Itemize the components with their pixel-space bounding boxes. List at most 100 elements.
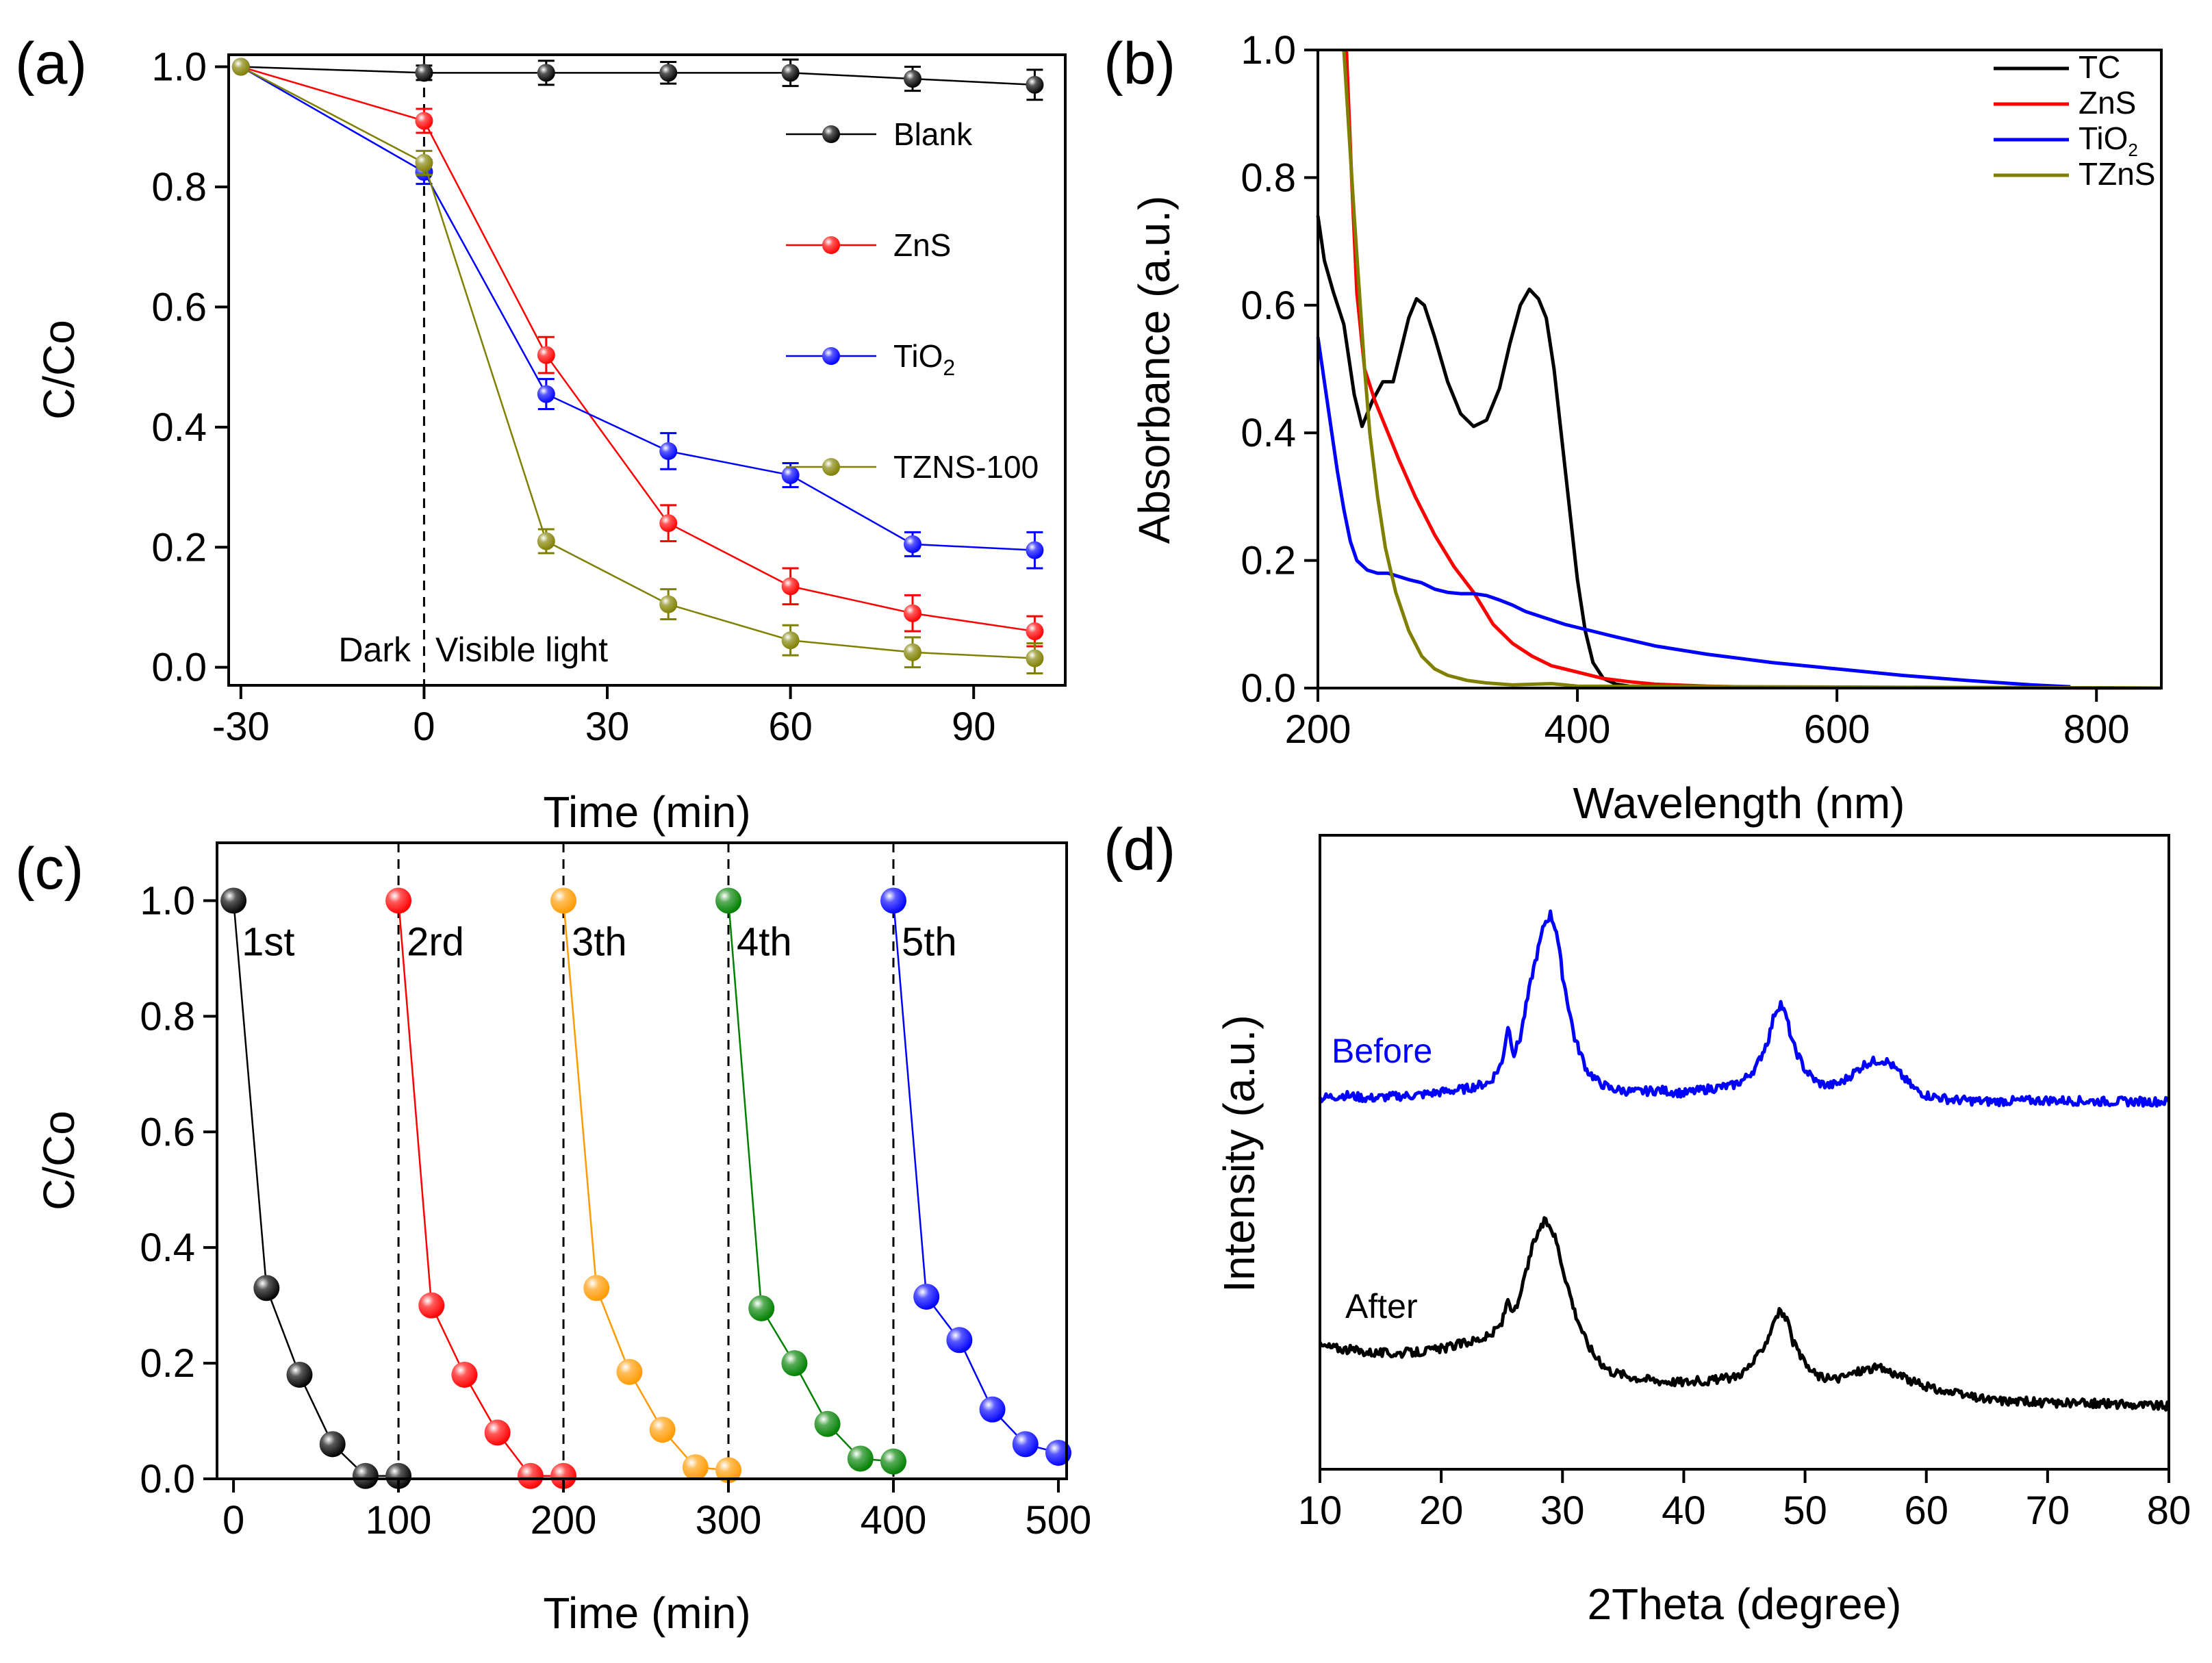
cycle-point-4th [814, 1410, 841, 1437]
panel-c-frame [216, 841, 1068, 1480]
panel-d-frame [1319, 834, 2170, 1471]
cycle-point-5th [1045, 1439, 1071, 1466]
panel-a-y-tick-label: 0.6 [151, 285, 207, 329]
data-point-tio2 [537, 385, 555, 403]
panel-b-frame [1317, 49, 2163, 689]
panel-b-x-axis-label: Wavelength (nm) [1573, 778, 1905, 828]
legend-label-zns: ZnS [2078, 85, 2136, 120]
panel-d-x-tick-label: 40 [1662, 1488, 1706, 1533]
legend-label-tzns: TZnS [2078, 156, 2155, 192]
legend-marker-zns [822, 236, 840, 254]
panel-c-x-tick-label: 500 [1026, 1498, 1092, 1543]
xrd-pattern-after [1318, 1216, 2171, 1412]
cycle-point-1st [253, 1275, 280, 1302]
annotation-dark: Dark [338, 631, 411, 669]
series-label-after: After [1345, 1287, 1418, 1325]
data-point-tzns-100 [415, 153, 433, 172]
panel-b-y-tick-label: 0.8 [1241, 155, 1296, 200]
cycle-line-3th [562, 900, 729, 1471]
panel-a-x-tick-label: 30 [585, 704, 630, 749]
panel-a-y-tick-label: 1.0 [151, 45, 207, 90]
panel-b-y-tick-label: 1.0 [1241, 28, 1296, 73]
cycle-point-1st [352, 1462, 379, 1489]
panel-d-x-tick-label: 60 [1904, 1488, 1948, 1533]
cycle-point-5th [979, 1396, 1006, 1423]
panel-c-y-tick-label: 0.8 [140, 994, 195, 1039]
cycle-point-3th [715, 1457, 742, 1484]
cycle-point-2rd [451, 1361, 478, 1388]
panel-d-x-tick-label: 10 [1298, 1488, 1343, 1533]
cycle-point-4th [748, 1295, 775, 1321]
cycle-point-1st [319, 1431, 346, 1458]
panel-a-x-tick-label: 0 [413, 704, 435, 749]
panel-a-frame [227, 53, 1067, 687]
legend-marker-blank [822, 125, 840, 143]
data-point-blank [415, 64, 433, 82]
data-point-tio2 [659, 442, 678, 460]
cycle-point-3th [583, 1275, 610, 1302]
panel-d-x-tick-label: 50 [1783, 1488, 1827, 1533]
panel-b-y-tick-label: 0.6 [1241, 283, 1296, 328]
data-point-zns [904, 604, 922, 622]
cycle-point-2rd [418, 1292, 445, 1319]
panel-a-y-axis-label: C/Co [34, 320, 84, 420]
cycle-point-2rd [550, 1462, 577, 1489]
cycle-point-5th [880, 887, 906, 914]
panel-d-x-tick-label: 80 [2147, 1488, 2191, 1533]
panel-b-series [1316, 49, 2162, 690]
panel-a-legend: Blank ZnS TiO2 TZNS-100 [786, 116, 1039, 485]
legend-label-tio2: TiO2 [2078, 120, 2138, 160]
legend-label-tc: TC [2078, 49, 2120, 85]
data-point-zns [781, 577, 800, 596]
panel-c-y-tick-label: 0.0 [140, 1457, 195, 1501]
data-point-blank [1026, 75, 1044, 94]
cycle-point-2rd [385, 887, 412, 914]
cycle-line-1st [232, 900, 399, 1477]
cycle-point-1st [385, 1462, 412, 1489]
panel-b-x-tick-label: 800 [2063, 707, 2130, 752]
panel-d-ticks: 10 20 30 40 50 60 70 80 [1298, 1469, 2191, 1533]
legend-label-tzns-100: TZNS-100 [893, 449, 1039, 485]
panel-a-y-tick-label: 0.2 [151, 525, 207, 570]
panel-c-y-axis-label: C/Co [34, 1110, 84, 1210]
data-point-tio2 [1026, 541, 1044, 559]
cycle-point-3th [616, 1358, 643, 1385]
panel-c-x-tick-label: 400 [861, 1498, 927, 1543]
panel-c-x-tick-label: 0 [223, 1498, 244, 1543]
cycle-point-2rd [484, 1419, 511, 1446]
legend-marker-tio2 [822, 347, 840, 365]
panel-c-guides [397, 843, 895, 1479]
panel-c-y-tick-label: 0.2 [140, 1341, 195, 1386]
panel-b-x-tick-label: 200 [1285, 707, 1351, 752]
panel-a-x-tick-label: -30 [212, 704, 270, 749]
panel-b-y-tick-label: 0.2 [1241, 539, 1296, 583]
data-point-tzns-100 [231, 58, 250, 76]
panel-c-x-tick-label: 100 [366, 1498, 432, 1543]
legend-label-zns: ZnS [893, 227, 951, 263]
data-point-zns [659, 514, 678, 533]
cycle-point-5th [913, 1283, 940, 1310]
panel-c-series: 1st 2rd 3th 4th 5th [220, 887, 1071, 1489]
panel-b-ticks: 200 400 600 800 0.0 0.2 0.4 0.6 0.8 1.0 [1241, 28, 2129, 752]
cycle-line-2rd [397, 900, 564, 1477]
series-label-before: Before [1332, 1032, 1432, 1070]
cycle-point-3th [682, 1454, 709, 1481]
cycle-point-5th [1012, 1431, 1039, 1458]
panel-d-x-tick-label: 20 [1419, 1488, 1464, 1533]
cycle-line-4th [727, 900, 894, 1462]
panel-a-y-tick-label: 0.0 [151, 646, 207, 690]
spectrum-line-tio2 [1316, 337, 2071, 689]
panel-b-x-tick-label: 400 [1544, 707, 1611, 752]
panel-a-x-tick-label: 60 [768, 704, 813, 749]
panel-b-x-tick-label: 600 [1804, 707, 1870, 752]
panel-c: (c) 1st 2rd 3th 4th 5th 0 100 200 300 400 5000.00… [15, 836, 1091, 1638]
data-point-tzns-100 [781, 631, 800, 650]
data-point-blank [904, 70, 922, 88]
data-point-zns [537, 346, 555, 364]
panel-b-label: (b) [1104, 31, 1175, 97]
cycle-point-5th [946, 1327, 973, 1354]
cycle-point-4th [715, 887, 742, 914]
data-point-tzns-100 [1026, 649, 1044, 668]
data-point-tio2 [781, 466, 800, 484]
panel-c-y-tick-label: 0.6 [140, 1110, 195, 1154]
